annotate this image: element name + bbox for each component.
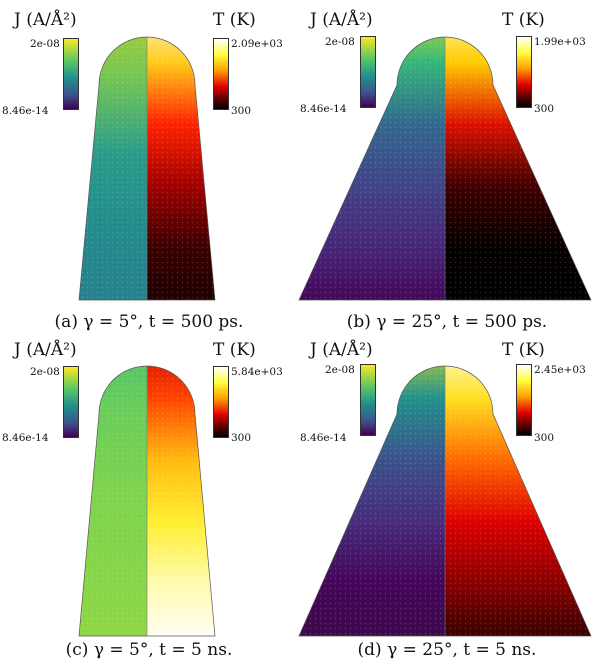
panel-c: J (A/Å²) 2e-08 8.46e-14 T (K) 5.84e+03 3… xyxy=(0,336,298,646)
simulation-plot-d xyxy=(298,365,592,637)
current-colorbar-title: J (A/Å²) xyxy=(310,10,373,30)
current-colorbar-title: J (A/Å²) xyxy=(14,10,77,30)
tip-outline xyxy=(78,36,216,301)
current-colorbar-max: 2e-08 xyxy=(325,364,355,376)
current-colorbar-max: 2e-08 xyxy=(30,38,60,50)
caption-a: (a) γ = 5°, t = 500 ps. xyxy=(54,312,244,332)
mesh-texture xyxy=(299,366,591,636)
panel-a: J (A/Å²) 2e-08 8.46e-14 T (K) 2.09e+03 3… xyxy=(0,0,298,310)
temperature-colorbar xyxy=(516,364,532,436)
caption-d: (d) γ = 25°, t = 5 ns. xyxy=(357,640,537,660)
simulation-plot-a xyxy=(78,36,216,301)
panel-b: J (A/Å²) 2e-08 8.46e-14 T (K) 1.99e+03 3… xyxy=(298,0,596,310)
current-colorbar-title: J (A/Å²) xyxy=(310,340,373,360)
current-colorbar-min: 8.46e-14 xyxy=(300,103,347,115)
caption-b: (b) γ = 25°, t = 500 ps. xyxy=(346,312,548,332)
current-colorbar-max: 2e-08 xyxy=(325,36,355,48)
temperature-colorbar-min: 300 xyxy=(534,432,555,444)
current-colorbar-min: 8.46e-14 xyxy=(2,432,49,444)
temperature-colorbar-max: 1.99e+03 xyxy=(534,36,586,48)
temperature-colorbar-title: T (K) xyxy=(502,340,545,360)
panel-d: J (A/Å²) 2e-08 8.46e-14 T (K) 2.45e+03 3… xyxy=(298,336,596,646)
temperature-colorbar-min: 300 xyxy=(231,105,252,117)
current-colorbar-title: J (A/Å²) xyxy=(14,340,77,360)
temperature-colorbar-max: 5.84e+03 xyxy=(231,366,283,378)
temperature-colorbar-min: 300 xyxy=(534,103,555,115)
temperature-colorbar xyxy=(213,366,229,438)
temperature-colorbar-max: 2.09e+03 xyxy=(231,38,283,50)
tip-outline xyxy=(298,365,592,637)
temperature-colorbar-max: 2.45e+03 xyxy=(534,364,586,376)
temperature-colorbar xyxy=(516,36,532,108)
current-colorbar xyxy=(360,364,376,436)
current-colorbar xyxy=(360,36,376,108)
temperature-colorbar xyxy=(213,38,229,110)
temperature-colorbar-title: T (K) xyxy=(502,10,545,30)
temperature-colorbar-min: 300 xyxy=(231,432,252,444)
mesh-texture xyxy=(79,366,215,636)
temperature-colorbar-title: T (K) xyxy=(213,340,256,360)
current-colorbar-max: 2e-08 xyxy=(30,366,60,378)
tip-outline xyxy=(78,365,216,637)
simulation-plot-b xyxy=(298,36,592,301)
current-colorbar-min: 8.46e-14 xyxy=(2,105,49,117)
current-colorbar-min: 8.46e-14 xyxy=(300,432,347,444)
current-colorbar xyxy=(63,38,79,110)
caption-c: (c) γ = 5°, t = 5 ns. xyxy=(65,640,233,660)
temperature-colorbar-title: T (K) xyxy=(213,10,256,30)
tip-outline xyxy=(298,36,592,301)
current-colorbar xyxy=(63,366,79,438)
simulation-plot-c xyxy=(78,365,216,637)
